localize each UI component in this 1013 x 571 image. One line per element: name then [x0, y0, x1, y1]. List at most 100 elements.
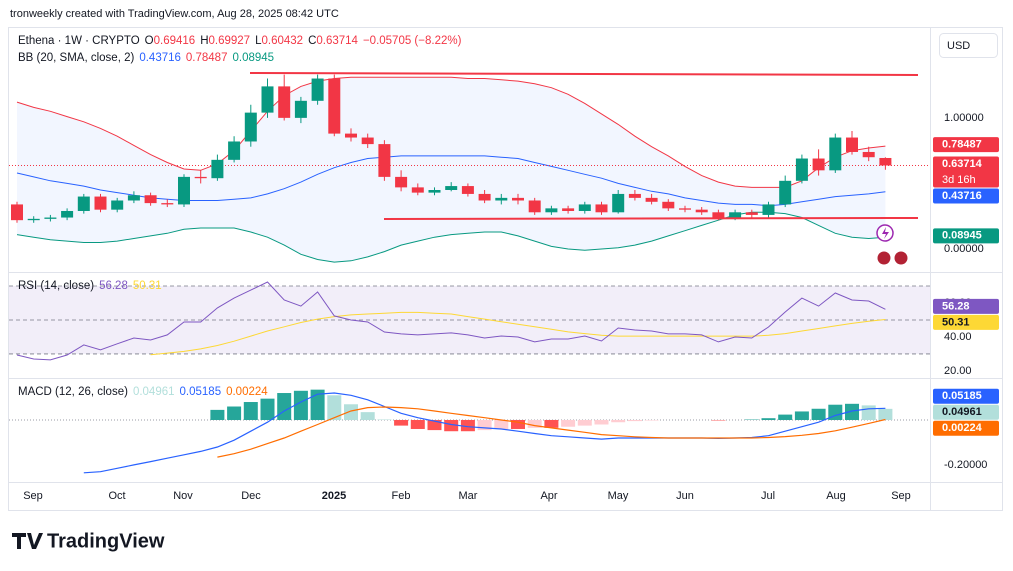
indicator-value: 50.31: [132, 280, 162, 292]
candle-body: [27, 218, 40, 221]
lightning-icon: [882, 227, 889, 239]
histogram-bar: [410, 419, 425, 429]
candle-body: [361, 137, 374, 145]
histogram-bar: [878, 408, 893, 420]
y-tick-label: -0.20000: [944, 459, 987, 471]
x-tick-label: May: [608, 490, 629, 502]
candle-body: [44, 217, 57, 219]
indicator-value: 0.05185: [179, 386, 222, 398]
candle-body: [812, 158, 825, 171]
price-tag: [933, 188, 999, 204]
x-tick-label: Sep: [23, 490, 43, 502]
candle-body: [779, 180, 792, 205]
histogram-bar: [845, 403, 859, 420]
indicator-value: 0.08945: [232, 52, 275, 64]
price-tag-label: 56.28: [942, 300, 970, 312]
candle-body: [228, 141, 241, 160]
candle-body: [645, 197, 658, 202]
flag-icon[interactable]: [876, 250, 892, 266]
histogram-bar: [460, 419, 475, 432]
bb-legend: BB (20, SMA, close, 2) 0.43716 0.78487 0.08…: [18, 52, 279, 64]
candle-body: [111, 200, 124, 210]
symbol: Ethena · 1W · CRYPTO: [18, 35, 140, 47]
candle-body: [612, 193, 625, 213]
attribution: tronweekly created with TradingView.com,…: [10, 8, 339, 20]
ohlc-key: O: [144, 35, 154, 47]
indicator-line: [16, 155, 886, 207]
histogram-bar: [778, 414, 793, 420]
candle-body: [461, 186, 474, 194]
rsi-legend: RSI (14, close) 56.28 50.31: [18, 280, 167, 292]
candle-body: [411, 187, 424, 193]
indicator-value: 0.43716: [139, 52, 181, 64]
macd-legend: MACD (12, 26, close) 0.04961 0.05185 0.0022…: [18, 386, 273, 398]
ohlc-value: 0.60432: [261, 35, 304, 47]
candle-body: [244, 112, 257, 142]
change: −0.05705 (−8.22%): [362, 35, 462, 47]
price-tag: [933, 298, 999, 314]
histogram-bar: [243, 402, 258, 420]
candle-body: [345, 133, 357, 138]
indicator-value: 0.78487: [185, 52, 228, 64]
price-tag-label: 0.05185: [942, 390, 982, 402]
ohlc-value: 0.69927: [208, 35, 251, 47]
histogram-bar: [360, 412, 375, 420]
ohlc-key: H: [200, 35, 209, 47]
price-tag-label: 0.63714: [942, 158, 983, 170]
brand-logo: [12, 533, 43, 549]
histogram-bar: [477, 419, 492, 431]
indicator-line: [16, 281, 886, 361]
histogram-bar: [260, 398, 275, 420]
candle-body: [94, 196, 107, 210]
candle-body: [77, 196, 90, 211]
rsi-band-fill: [9, 286, 930, 354]
x-tick-label: Jul: [761, 490, 775, 502]
candle-body: [545, 208, 558, 213]
candle-body: [127, 195, 140, 201]
candle-body: [11, 204, 23, 221]
histogram-bar: [577, 419, 592, 426]
candle-body: [729, 212, 742, 218]
candle-body: [528, 200, 541, 213]
countdown-label: 3d 16h: [942, 174, 976, 186]
candle-body: [395, 176, 408, 188]
price-tag: [933, 228, 999, 244]
currency-label: USD: [947, 40, 970, 52]
indicator-title: BB (20, SMA, close, 2): [18, 52, 135, 64]
histogram-bar: [327, 395, 342, 420]
histogram-bar: [611, 419, 626, 423]
price-tag-label: 0.43716: [942, 190, 982, 202]
y-tick-label: 1.00000: [944, 112, 984, 124]
histogram-bar: [761, 418, 776, 420]
histogram-bar: [811, 408, 826, 420]
candle-body: [695, 209, 708, 213]
candle-body: [662, 201, 675, 209]
histogram-bar: [794, 411, 809, 420]
histogram-bar: [227, 406, 242, 420]
price-tag: [933, 388, 999, 404]
indicator-value: 0.00224: [226, 386, 268, 398]
price-tag: [933, 156, 999, 188]
indicator-value: 56.28: [99, 280, 128, 292]
indicator-line: [16, 76, 886, 188]
candle-body: [562, 208, 575, 211]
currency-button[interactable]: [939, 33, 998, 58]
x-tick-label: Dec: [241, 490, 261, 502]
x-tick-label: Sep: [891, 490, 911, 502]
flag-icon[interactable]: [893, 250, 909, 266]
support-trendline: [383, 217, 919, 220]
histogram-bar: [277, 393, 292, 420]
indicator-line: [83, 392, 886, 474]
x-tick-label: Oct: [108, 490, 125, 502]
histogram-bar: [861, 405, 876, 420]
histogram-bar: [310, 389, 325, 420]
candle-body: [161, 203, 174, 205]
candle-body: [428, 190, 441, 193]
histogram-bar: [427, 419, 442, 431]
histogram-bar: [444, 419, 459, 432]
candle-body: [862, 151, 875, 158]
x-tick-label: Jun: [676, 490, 694, 502]
x-tick-label: Aug: [826, 490, 846, 502]
